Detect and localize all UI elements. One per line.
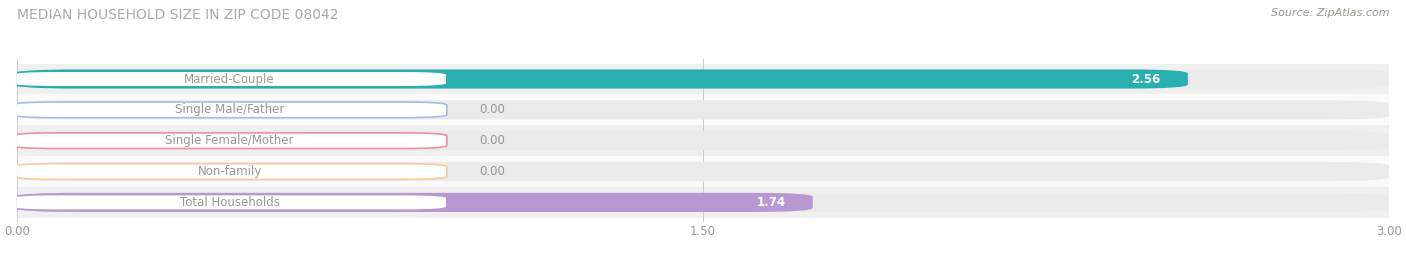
FancyBboxPatch shape xyxy=(13,102,447,118)
Text: Single Male/Father: Single Male/Father xyxy=(174,103,284,116)
Text: Married-Couple: Married-Couple xyxy=(184,73,276,85)
Text: Single Female/Mother: Single Female/Mother xyxy=(166,134,294,147)
FancyBboxPatch shape xyxy=(13,133,447,148)
Bar xyxy=(17,94,1389,125)
FancyBboxPatch shape xyxy=(17,100,1389,120)
FancyBboxPatch shape xyxy=(17,162,1389,181)
FancyBboxPatch shape xyxy=(17,69,1188,88)
Bar xyxy=(17,64,1389,94)
FancyBboxPatch shape xyxy=(17,131,1389,150)
Text: Source: ZipAtlas.com: Source: ZipAtlas.com xyxy=(1271,8,1389,18)
Text: Non-family: Non-family xyxy=(197,165,262,178)
Text: 1.74: 1.74 xyxy=(756,196,786,209)
Bar xyxy=(17,187,1389,218)
Text: 2.56: 2.56 xyxy=(1132,73,1160,85)
Text: 0.00: 0.00 xyxy=(479,134,505,147)
Text: 0.00: 0.00 xyxy=(479,103,505,116)
Text: MEDIAN HOUSEHOLD SIZE IN ZIP CODE 08042: MEDIAN HOUSEHOLD SIZE IN ZIP CODE 08042 xyxy=(17,8,339,22)
FancyBboxPatch shape xyxy=(17,193,813,212)
FancyBboxPatch shape xyxy=(17,193,1389,212)
Bar xyxy=(17,125,1389,156)
FancyBboxPatch shape xyxy=(13,164,447,179)
FancyBboxPatch shape xyxy=(13,195,447,210)
Bar xyxy=(17,156,1389,187)
Text: Total Households: Total Households xyxy=(180,196,280,209)
FancyBboxPatch shape xyxy=(13,71,447,87)
Text: 0.00: 0.00 xyxy=(479,165,505,178)
FancyBboxPatch shape xyxy=(17,69,1389,88)
